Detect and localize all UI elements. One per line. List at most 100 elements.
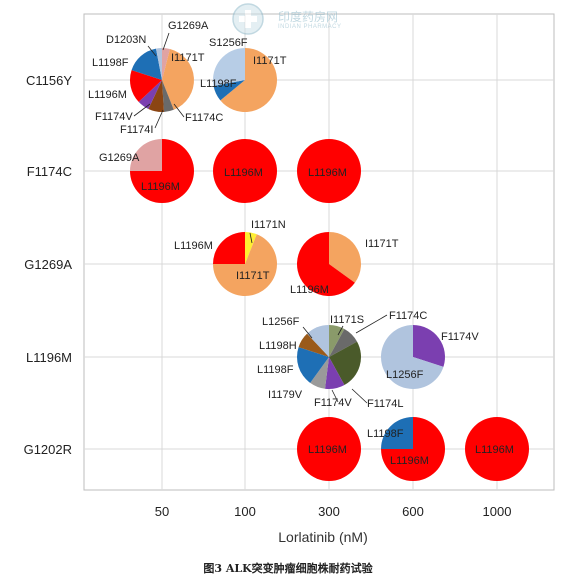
- y-tick-label: C1156Y: [26, 73, 72, 88]
- pie-slice-I1171T: [329, 232, 362, 283]
- slice-label: L1256F: [262, 316, 300, 328]
- pie-G1269A-100: [213, 232, 277, 297]
- slice-label: L1196M: [224, 167, 263, 179]
- slice-label: D1203N: [106, 34, 146, 46]
- slice-label: L1196M: [475, 444, 514, 456]
- slice-label: L1198F: [367, 428, 404, 440]
- pie-slice-L1196M: [213, 139, 277, 203]
- pie-slice-I1171N: [245, 232, 257, 264]
- slice-label: L1198F: [92, 57, 129, 69]
- pie-G1202R-300: [297, 417, 361, 481]
- slice-label: F1174V: [314, 397, 352, 409]
- slice-label: I1171T: [253, 55, 287, 67]
- pie-slice-F1174L: [329, 341, 362, 386]
- pie-slice-L1196M: [213, 232, 245, 264]
- label-leader-line: [133, 103, 151, 117]
- slice-label: I1171N: [251, 219, 286, 231]
- pie-C1156Y-100: [213, 48, 277, 112]
- slice-label: L1198H: [259, 340, 297, 352]
- slice-label: F1174C: [185, 112, 223, 124]
- slice-label: L1196M: [290, 284, 329, 296]
- label-leader-line: [355, 314, 388, 334]
- slice-label: L1256F: [386, 369, 424, 381]
- pie-slice-D1203N: [156, 48, 162, 80]
- slice-label: F1174L: [367, 398, 404, 410]
- pie-slice-I1171S: [329, 325, 345, 357]
- pie-slice-L1198F: [213, 80, 245, 101]
- label-leader-line: [302, 326, 313, 339]
- x-tick-label: 600: [402, 504, 424, 519]
- pie-slice-L1196M: [130, 70, 162, 102]
- pie-slice-G1269A: [130, 139, 162, 171]
- slice-label: F1174C: [389, 310, 427, 322]
- watermark-logo-icon: [232, 3, 264, 35]
- watermark-subtext: INDIAN PHARMACY: [278, 24, 342, 30]
- label-leader-line: [147, 45, 157, 57]
- slice-label: I1171T: [365, 238, 399, 250]
- pie-slice-F1174V: [413, 325, 445, 367]
- pie-slice-I1171T: [162, 49, 194, 110]
- y-tick-labels: C1156Y F1174C G1269A L1196M G1202R: [24, 73, 73, 457]
- pie-L1196M-600: [380, 325, 445, 390]
- slice-label: L1198F: [200, 78, 237, 90]
- slice-label: S1256F: [209, 37, 248, 49]
- pie-slice-L1196M: [297, 232, 355, 296]
- y-tick-label: G1202R: [24, 442, 72, 457]
- pie-slice-L1198F: [131, 48, 162, 80]
- watermark: 印度药房网 INDIAN PHARMACY: [228, 2, 358, 38]
- y-tick-label: G1269A: [24, 257, 72, 272]
- pie-slice-L1196M: [297, 417, 361, 481]
- label-leader-line: [154, 109, 164, 129]
- x-tick-label: 50: [155, 504, 169, 519]
- pie-slice-I1179V: [310, 357, 329, 389]
- pie-slice-I1171T: [213, 234, 277, 297]
- slice-label: L1196M: [88, 89, 127, 101]
- pies: [130, 48, 529, 481]
- label-leader-line: [249, 232, 253, 244]
- pie-G1202R-600: [381, 417, 445, 481]
- pie-F1174C-50: [130, 139, 194, 203]
- slice-label: F1174I: [120, 124, 153, 136]
- pie-slice-L1198F: [297, 347, 329, 383]
- pie-C1156Y-50: [130, 48, 194, 113]
- x-tick-label: 100: [234, 504, 256, 519]
- pie-slice-F1174C: [329, 328, 358, 357]
- slice-label: L1196M: [174, 240, 213, 252]
- label-leader-line: [337, 325, 344, 336]
- x-tick-labels: 50 100 300 600 1000: [155, 504, 512, 519]
- watermark-text: 印度药房网: [278, 10, 339, 24]
- slice-label: I1171T: [171, 52, 205, 64]
- pie-slice-L1198H: [298, 333, 329, 357]
- label-leader-line: [162, 32, 170, 51]
- pie-slice-L1256F: [307, 325, 329, 357]
- pie-G1202R-1000: [465, 417, 529, 481]
- label-leader-line: [331, 389, 339, 403]
- pie-slice-F1174I: [148, 80, 165, 113]
- label-leader-line: [351, 388, 368, 404]
- pie-slice-F1174V: [138, 80, 162, 109]
- pie-slice-L1196M: [297, 139, 361, 203]
- x-axis-label: Lorlatinib (nM): [278, 529, 367, 545]
- slice-label: L1196M: [308, 444, 347, 456]
- slice-label: L1198F: [257, 364, 294, 376]
- slice-label: I1171S: [330, 314, 364, 326]
- pie-slice-L1198F: [381, 417, 413, 449]
- pie-slice-L1256F: [380, 325, 444, 390]
- pie-slice-G1269A: [162, 48, 170, 80]
- pie-slice-S1256F: [213, 48, 245, 86]
- y-tick-label: F1174C: [27, 164, 72, 179]
- x-tick-label: 1000: [483, 504, 512, 519]
- pie-L1196M-300: [297, 325, 362, 390]
- pie-F1174C-100: [213, 139, 277, 203]
- y-tick-label: L1196M: [26, 350, 72, 365]
- label-leader-line: [173, 103, 185, 118]
- pie-F1174C-300: [297, 139, 361, 203]
- slice-label: F1174V: [441, 331, 479, 343]
- slice-label: L1196M: [141, 181, 180, 193]
- slice-label: I1171T: [236, 270, 270, 282]
- pie-slice-I1171T: [220, 48, 277, 112]
- pie-G1269A-300: [297, 232, 362, 296]
